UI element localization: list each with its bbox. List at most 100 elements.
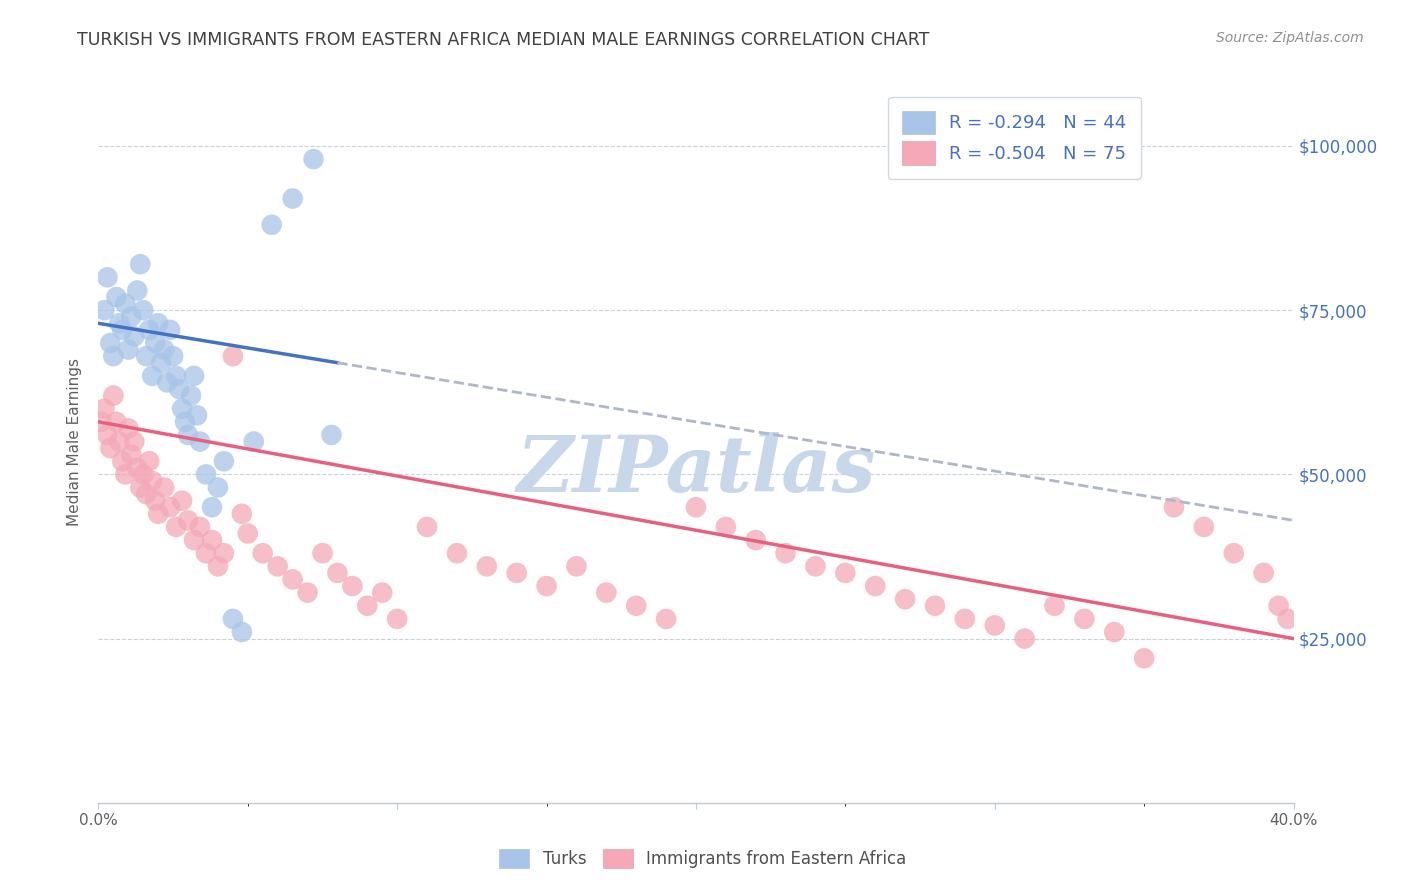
Text: ZIPatlas: ZIPatlas [516, 433, 876, 508]
Point [186, 409, 208, 423]
Point [475, 559, 498, 574]
Point [212, 546, 235, 560]
Point [138, 454, 160, 468]
Point [1192, 520, 1215, 534]
Point [745, 533, 768, 547]
Point [143, 493, 166, 508]
Point [231, 507, 253, 521]
Point [953, 612, 976, 626]
Point [1043, 599, 1066, 613]
Legend: Turks, Immigrants from Eastern Africa: Turks, Immigrants from Eastern Africa [492, 842, 914, 875]
Point [267, 559, 290, 574]
Point [1073, 612, 1095, 626]
Point [117, 343, 139, 357]
Point [865, 579, 887, 593]
Point [148, 316, 170, 330]
Point [236, 526, 259, 541]
Point [385, 612, 409, 626]
Point [105, 415, 128, 429]
Point [156, 376, 179, 390]
Point [174, 415, 197, 429]
Point [894, 592, 917, 607]
Point [165, 520, 187, 534]
Point [924, 599, 946, 613]
Point [172, 401, 194, 416]
Point [135, 349, 157, 363]
Point [127, 460, 149, 475]
Point [195, 467, 218, 482]
Point [141, 474, 163, 488]
Point [446, 546, 468, 560]
Point [103, 349, 125, 363]
Text: TURKISH VS IMMIGRANTS FROM EASTERN AFRICA MEDIAN MALE EARNINGS CORRELATION CHART: TURKISH VS IMMIGRANTS FROM EASTERN AFRIC… [77, 31, 929, 49]
Point [302, 152, 325, 166]
Point [98, 441, 122, 455]
Point [159, 500, 181, 515]
Point [1104, 625, 1126, 640]
Point [96, 428, 118, 442]
Point [311, 546, 333, 560]
Point [124, 434, 146, 449]
Point [132, 467, 155, 482]
Point [165, 368, 187, 383]
Point [222, 612, 245, 626]
Point [138, 323, 160, 337]
Point [775, 546, 797, 560]
Point [167, 382, 190, 396]
Point [201, 533, 224, 547]
Point [984, 618, 1007, 632]
Point [804, 559, 827, 574]
Point [207, 559, 229, 574]
Point [162, 349, 184, 363]
Point [188, 520, 211, 534]
Point [1133, 651, 1156, 665]
Point [356, 599, 378, 613]
Point [127, 284, 149, 298]
Point [1277, 612, 1299, 626]
Legend: R = -0.294   N = 44, R = -0.504   N = 75: R = -0.294 N = 44, R = -0.504 N = 75 [889, 96, 1142, 179]
Point [321, 428, 343, 442]
Point [281, 573, 304, 587]
Point [655, 612, 678, 626]
Point [111, 454, 134, 468]
Point [111, 323, 134, 337]
Point [108, 434, 131, 449]
Point [150, 356, 173, 370]
Point [1253, 566, 1275, 580]
Point [93, 303, 115, 318]
Y-axis label: Median Male Earnings: Median Male Earnings [67, 358, 83, 525]
Point [153, 481, 176, 495]
Point [153, 343, 176, 357]
Text: Source: ZipAtlas.com: Source: ZipAtlas.com [1216, 31, 1364, 45]
Point [177, 428, 200, 442]
Point [105, 290, 128, 304]
Point [129, 257, 152, 271]
Point [129, 481, 152, 495]
Point [297, 585, 319, 599]
Point [685, 500, 707, 515]
Point [183, 368, 205, 383]
Point [180, 388, 202, 402]
Point [132, 303, 155, 318]
Point [212, 454, 235, 468]
Point [260, 218, 283, 232]
Point [252, 546, 274, 560]
Point [281, 192, 304, 206]
Point [114, 467, 136, 482]
Point [714, 520, 737, 534]
Point [183, 533, 205, 547]
Point [98, 336, 122, 351]
Point [506, 566, 529, 580]
Point [188, 434, 211, 449]
Point [141, 368, 163, 383]
Point [342, 579, 364, 593]
Point [90, 415, 112, 429]
Point [1163, 500, 1185, 515]
Point [177, 513, 200, 527]
Point [1014, 632, 1036, 646]
Point [135, 487, 157, 501]
Point [416, 520, 439, 534]
Point [120, 310, 142, 324]
Point [93, 401, 115, 416]
Point [243, 434, 266, 449]
